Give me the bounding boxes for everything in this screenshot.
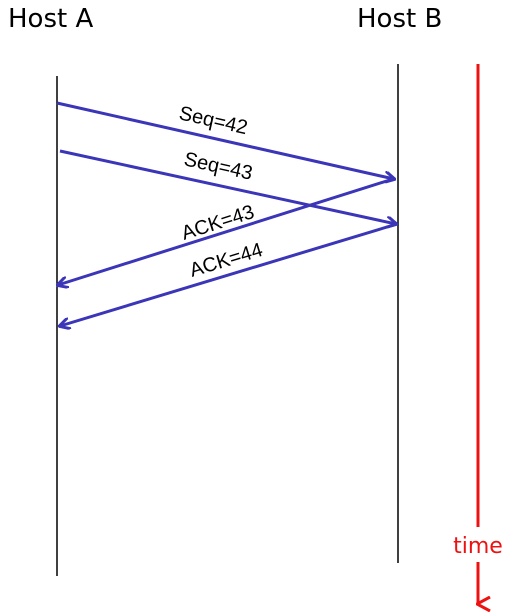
time-axis-label: time [453, 534, 503, 559]
ack-43-arrow [58, 177, 394, 285]
ack-43-label: ACK=43 [179, 201, 257, 245]
seq-42-arrow [56, 101, 394, 179]
host-b-label: Host B [357, 4, 443, 34]
ack-44-arrow [60, 222, 398, 326]
host-a-label: Host A [8, 4, 94, 34]
seq-43-arrow [59, 149, 396, 224]
